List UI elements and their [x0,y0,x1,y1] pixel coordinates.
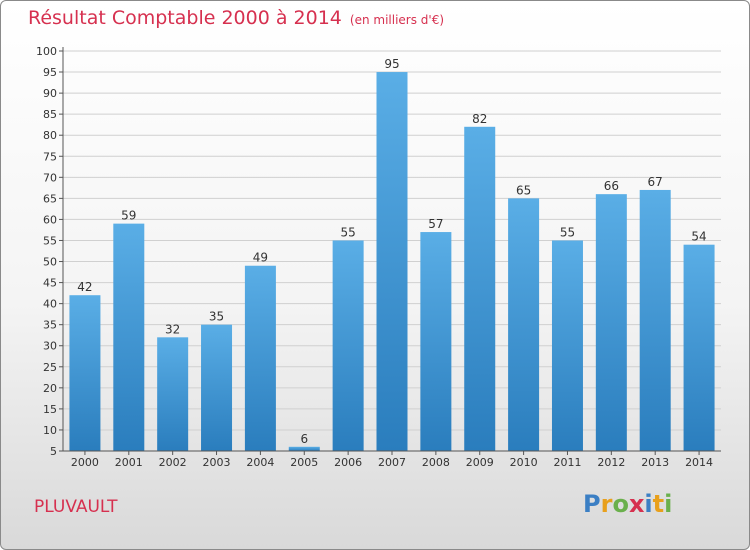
x-tick-label: 2008 [422,456,450,469]
y-tick-label: 75 [43,150,57,163]
logo-letter: t [652,490,665,518]
data-label: 49 [253,251,268,265]
x-tick-label: 2000 [71,456,99,469]
data-label: 65 [516,183,531,197]
data-label: 54 [691,230,706,244]
x-tick-label: 2007 [378,456,406,469]
bar [69,295,101,451]
data-label: 95 [384,57,399,71]
y-tick-label: 60 [43,213,57,226]
y-tick-label: 40 [43,298,57,311]
y-tick-label: 20 [43,382,57,395]
y-tick-label: 80 [43,129,57,142]
x-tick-label: 2003 [203,456,231,469]
x-tick-label: 2001 [115,456,143,469]
y-tick-label: 5 [50,445,57,458]
data-label: 67 [648,175,663,189]
y-tick-label: 85 [43,108,57,121]
y-tick-label: 10 [43,424,57,437]
chart-title-block: Résultat Comptable 2000 à 2014 (en millie… [28,7,444,29]
x-tick-label: 2011 [553,456,581,469]
chart-subtitle: (en milliers d'€) [349,13,445,27]
y-tick-label: 45 [43,277,57,290]
y-tick-label: 35 [43,319,57,332]
data-label: 59 [121,209,136,223]
data-label: 42 [77,280,92,294]
x-tick-label: 2006 [334,456,362,469]
x-tick-label: 2005 [290,456,318,469]
data-label: 82 [472,112,487,126]
y-tick-label: 95 [43,66,57,79]
logo-letter: r [600,490,613,518]
bar [113,223,145,451]
x-tick-label: 2004 [246,456,274,469]
logo-letter: i [644,490,653,518]
data-label: 57 [428,217,443,231]
data-label: 32 [165,322,180,336]
data-label: 55 [340,225,355,239]
y-tick-label: 15 [43,403,57,416]
data-label: 55 [560,225,575,239]
bar [464,126,496,451]
data-label: 35 [209,310,224,324]
logo-letter: i [664,490,673,518]
x-tick-label: 2013 [641,456,669,469]
bar [683,244,715,451]
y-tick-label: 25 [43,361,57,374]
y-tick-label: 70 [43,171,57,184]
x-tick-label: 2010 [510,456,538,469]
bar [332,240,364,451]
bar [288,446,320,451]
y-tick-label: 90 [43,87,57,100]
y-tick-label: 30 [43,340,57,353]
place-name: PLUVAULT [34,497,118,517]
bar [157,337,189,451]
y-tick-label: 100 [36,45,57,58]
y-tick-label: 65 [43,192,57,205]
bar-chart: 42 59 32 35 49 6 55 95 57 82 65 55 66 67 54 5 10 15 20 25 3… [36,45,721,469]
data-label: 66 [604,179,619,193]
bar [201,324,233,451]
bar [595,194,627,451]
bar [508,198,540,451]
proxiti-logo: Proxiti [583,490,672,518]
y-tick-label: 55 [43,234,57,247]
data-label: 6 [300,432,308,446]
bar [420,232,452,451]
bar [244,265,276,451]
x-tick-label: 2009 [466,456,494,469]
x-tick-label: 2014 [685,456,713,469]
bar [551,240,583,451]
x-tick-label: 2002 [159,456,187,469]
chart-title: Résultat Comptable 2000 à 2014 [28,7,342,29]
bar [376,72,408,451]
x-tick-label: 2012 [597,456,625,469]
bar [639,189,671,451]
y-tick-label: 50 [43,256,57,269]
logo-letter: x [628,490,645,518]
logo-letter: P [583,490,601,518]
logo-letter: o [612,490,629,518]
